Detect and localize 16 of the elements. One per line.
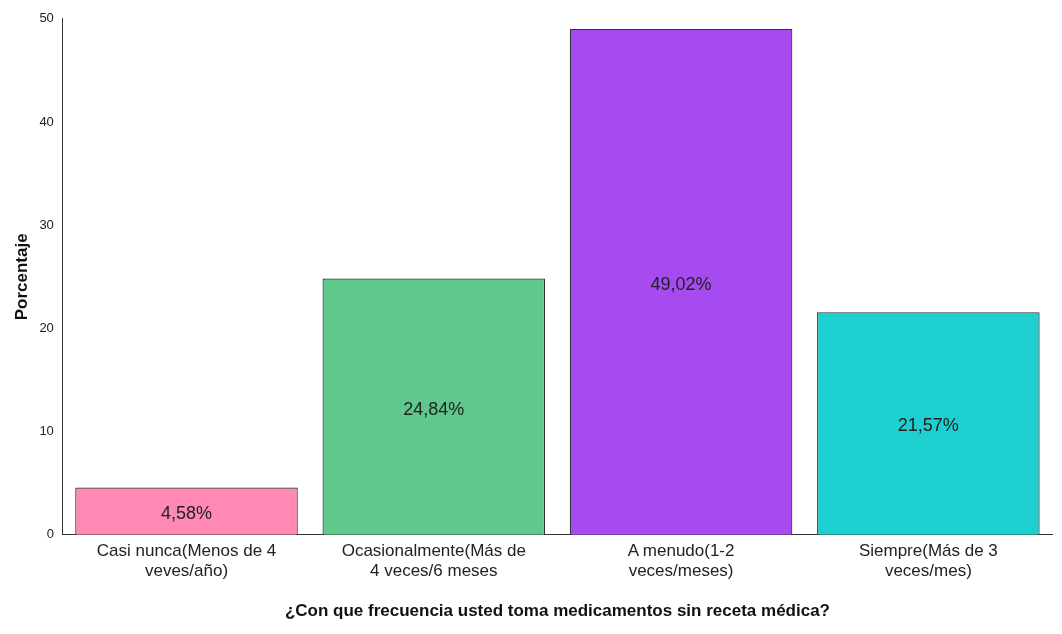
y-tick-label: 50 bbox=[39, 10, 54, 26]
y-tick-label: 30 bbox=[39, 216, 54, 232]
y-tick-label: 20 bbox=[39, 319, 54, 335]
x-tick-label: Ocasionalmente(Más de 4 veces/6 meses bbox=[341, 540, 526, 581]
data-label: 21,57% bbox=[897, 415, 959, 436]
x-tick-label: A menudo(1-2 veces/meses) bbox=[627, 540, 735, 581]
y-tick-label: 0 bbox=[46, 526, 54, 542]
data-label: 49,02% bbox=[650, 273, 712, 294]
data-label: 4,58% bbox=[160, 503, 213, 524]
y-tick-label: 10 bbox=[39, 423, 54, 439]
y-tick-label: 40 bbox=[39, 113, 54, 129]
x-tick-label: Casi nunca(Menos de 4 veves/año) bbox=[96, 540, 277, 581]
x-axis-title: ¿Con que frecuencia usted toma medicamentos sin receta médica? bbox=[284, 601, 830, 621]
data-label: 24,84% bbox=[403, 398, 465, 419]
x-tick-label: Siempre(Más de 3 veces/mes) bbox=[858, 540, 998, 581]
y-axis-title: Porcentaje bbox=[11, 233, 31, 321]
